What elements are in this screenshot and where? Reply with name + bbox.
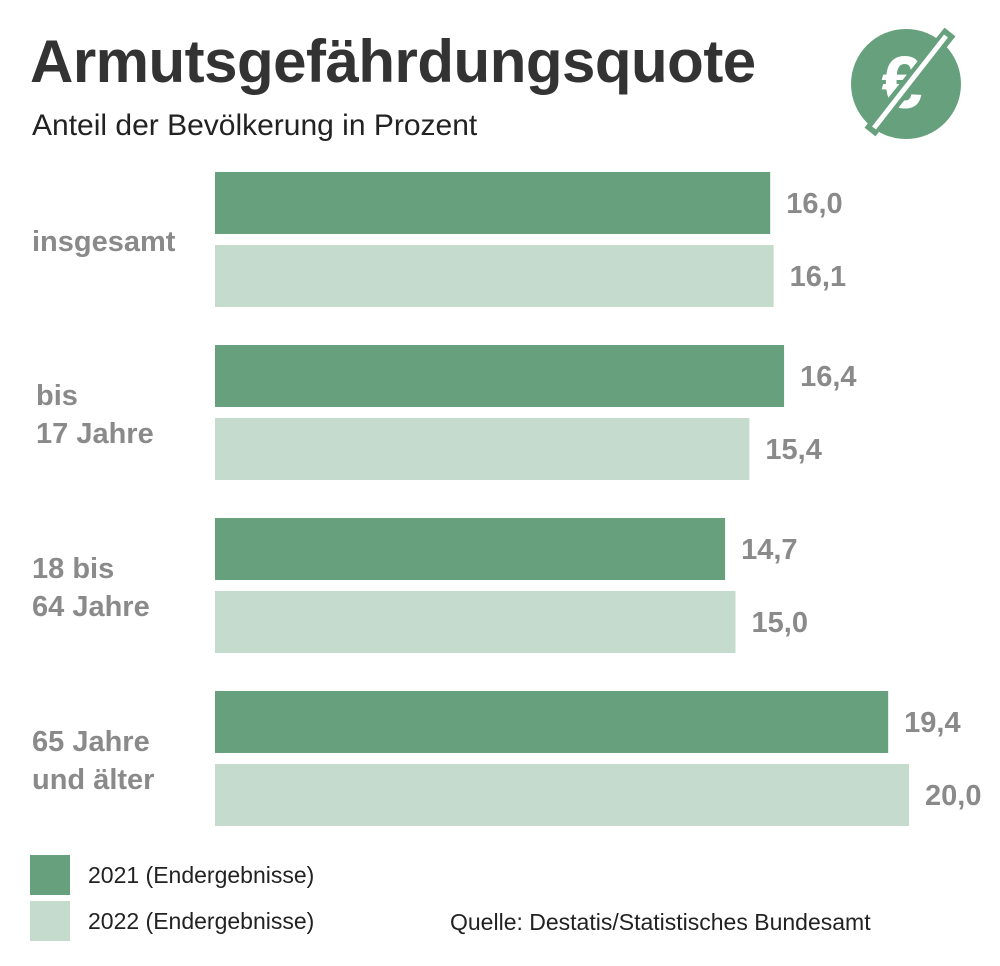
legend-label-2021: 2021 (Endergebnisse) [88,862,315,888]
category-label-3: 65 Jahre und älter [32,723,154,799]
bar-2021-2 [215,518,726,580]
category-label-line: insgesamt [32,225,176,258]
value-label-2021-3: 19,4 [904,707,960,739]
bar-2021-1 [215,345,785,407]
chart-subtitle: Anteil der Bevölkerung in Prozent [32,109,478,142]
value-label-2021-1: 16,4 [800,361,856,393]
value-label-2022-2: 15,0 [752,607,808,639]
source-note: Quelle: Destatis/Statistisches Bundesamt [450,909,871,935]
category-label-line: 65 Jahre [32,725,150,758]
category-label-2: 18 bis 64 Jahre [32,550,150,626]
bar-2022-1 [215,418,750,480]
bar-2021-0 [215,172,771,234]
legend-label-2022: 2022 (Endergebnisse) [88,908,315,934]
category-label-line: 64 Jahre [32,590,150,623]
category-label-0: insgesamt [32,223,175,261]
value-label-2021-2: 14,7 [741,534,797,566]
value-label-2022-0: 16,1 [790,261,846,293]
bar-2022-0 [215,245,774,307]
category-label-line: bis [36,379,78,412]
bar-2022-3 [215,764,909,826]
value-label-2022-1: 15,4 [765,434,821,466]
category-label-line: und älter [32,763,155,796]
value-label-2022-3: 20,0 [925,780,981,812]
category-label-line: 18 bis [32,552,115,585]
value-label-2021-0: 16,0 [786,188,842,220]
category-label-line: 17 Jahre [36,417,154,450]
legend-swatch-2022 [30,901,70,941]
bar-2022-2 [215,591,736,653]
category-label-1: bis 17 Jahre [36,377,154,453]
crossed-euro-icon: € [851,28,961,139]
bar-2021-3 [215,691,889,753]
chart-title: Armutsgefährdungsquote [30,28,756,95]
logo-strike [872,34,948,130]
legend-swatch-2021 [30,855,70,895]
